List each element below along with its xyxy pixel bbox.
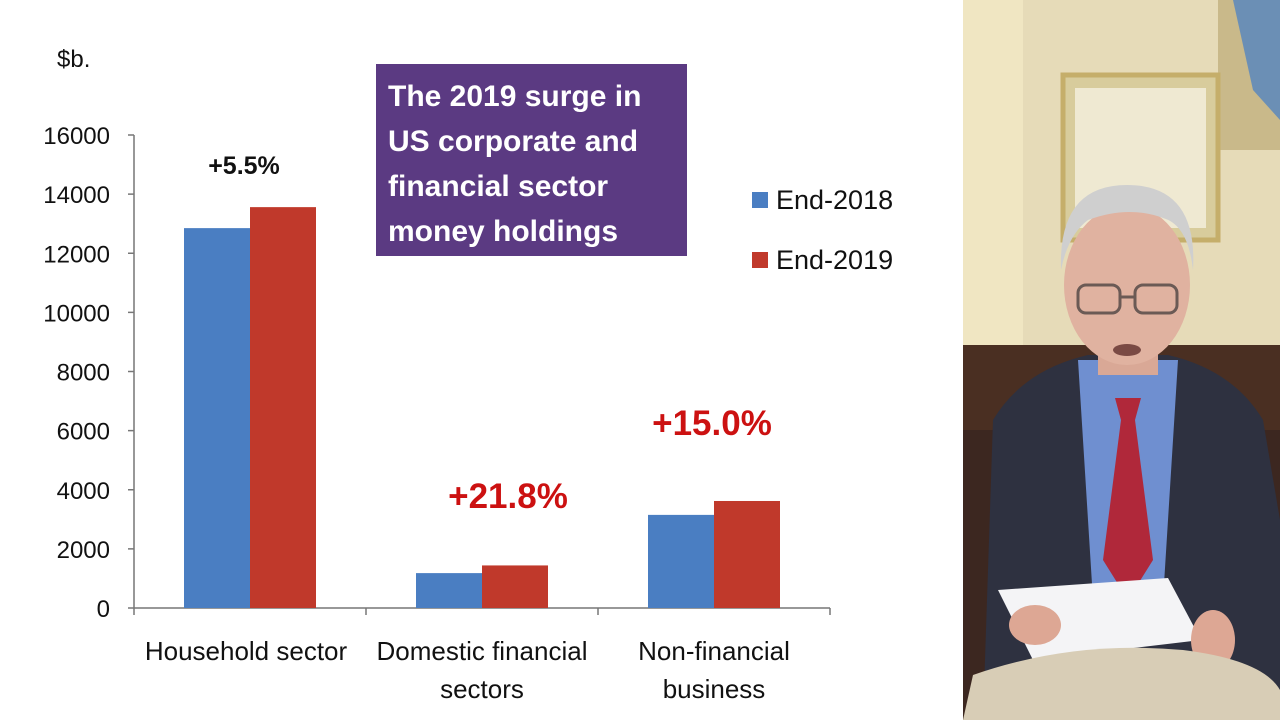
bar-end-2019-3 (714, 500, 780, 608)
category-label-domestic-financial: Domestic financial sectors (362, 632, 602, 708)
legend-item-end-2019: End-2019 (752, 230, 893, 290)
bar-end-2019-2 (482, 565, 548, 608)
y-tick-label: 0 (97, 596, 110, 623)
category-label-non-financial: Non-financial business (594, 632, 834, 708)
annotation-household-growth: +5.5% (208, 152, 280, 180)
category-label-household-line-1: Household sector (144, 636, 348, 666)
chart-title: The 2019 surge in US corporate and finan… (376, 64, 687, 256)
bar-end-2019-1 (250, 207, 316, 608)
y-tick-label: 8000 (57, 360, 110, 387)
legend-label-end-2018: End-2018 (776, 184, 894, 215)
y-tick-label: 2000 (57, 537, 110, 564)
category-label-domestic-financial-line-1: Domestic financial (376, 636, 588, 666)
category-label-non-financial-line-2: business (662, 674, 766, 704)
bar-end-2018-1 (184, 228, 250, 608)
y-axis-unit-label: $b. (57, 46, 91, 73)
y-tick-label: 14000 (43, 182, 110, 209)
y-tick-label: 16000 (43, 123, 110, 150)
legend-item-end-2018: End-2018 (752, 170, 893, 230)
annotation-domestic-financial-growth: +21.8% (448, 477, 568, 516)
y-tick-label: 4000 (57, 478, 110, 505)
bar-chart: 0 2000 4000 6000 8000 10000 12000 14000 16000 (43, 123, 831, 623)
legend-swatch-end-2019 (752, 252, 768, 268)
slide: 0 2000 4000 6000 8000 10000 12000 14000 16000 $b… (43, 46, 894, 708)
y-tick-label: 6000 (57, 419, 110, 446)
legend-label-end-2019: End-2019 (776, 244, 894, 275)
annotation-non-financial-growth: +15.0% (652, 404, 772, 443)
category-label-non-financial-line-1: Non-financial (638, 636, 790, 666)
legend-swatch-end-2018 (752, 192, 768, 208)
category-label-household: Household sector (126, 632, 366, 670)
bar-end-2018-3 (648, 514, 714, 608)
legend: End-2018 End-2019 (752, 170, 893, 290)
bar-end-2018-2 (416, 573, 482, 608)
category-label-domestic-financial-line-2: sectors (440, 674, 524, 704)
presenter-video-icon (963, 0, 1280, 720)
y-tick-label: 10000 (43, 300, 110, 327)
presenter-video (963, 0, 1280, 720)
y-tick-label: 12000 (43, 241, 110, 268)
